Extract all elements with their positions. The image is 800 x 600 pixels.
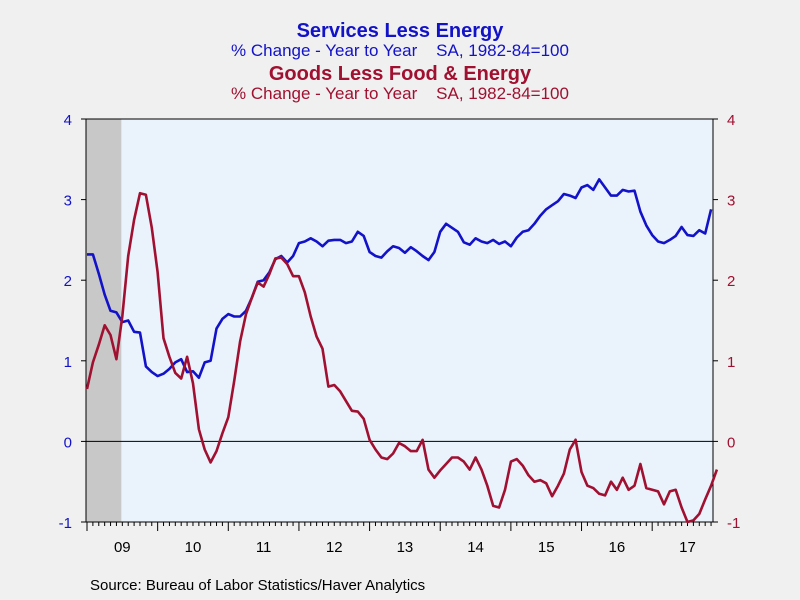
x-tick-label: 15 — [538, 539, 555, 556]
series1-subtitle: % Change - Year to Year SA, 1982-84=100 — [231, 41, 569, 60]
goods-less-food-energy-line — [85, 191, 719, 524]
x-tick-label: 14 — [467, 539, 484, 556]
x-tick-label: 11 — [256, 539, 272, 556]
right-y-tick-label: 3 — [727, 193, 735, 210]
left-y-tick-label: 3 — [64, 193, 72, 210]
plot-area — [86, 119, 713, 522]
x-tick-label: 16 — [609, 539, 626, 556]
right-y-tick-label: 4 — [727, 112, 735, 129]
left-y-tick-label: 0 — [64, 434, 72, 451]
series2-title: Goods Less Food & Energy — [268, 63, 532, 85]
left-y-tick-label: 4 — [64, 112, 72, 129]
source-note: Source: Bureau of Labor Statistics/Haver… — [90, 577, 426, 594]
right-y-tick-label: -1 — [727, 515, 740, 532]
series1-title: Services Less Energy — [296, 20, 504, 42]
x-tick-label: 17 — [679, 539, 696, 556]
x-tick-label: 10 — [185, 539, 202, 556]
left-y-tick-label: -1 — [59, 515, 72, 532]
right-y-tick-label: 2 — [727, 273, 735, 290]
right-y-tick-label: 0 — [727, 434, 735, 451]
right-y-tick-label: 1 — [727, 354, 735, 371]
left-y-tick-label: 2 — [64, 273, 72, 290]
x-tick-label: 12 — [326, 539, 343, 556]
recession-shading — [86, 119, 122, 522]
left-y-tick-label: 1 — [64, 354, 72, 371]
series2-subtitle: % Change - Year to Year SA, 1982-84=100 — [231, 84, 569, 103]
x-tick-label: 09 — [114, 539, 131, 556]
x-tick-label: 13 — [397, 539, 414, 556]
